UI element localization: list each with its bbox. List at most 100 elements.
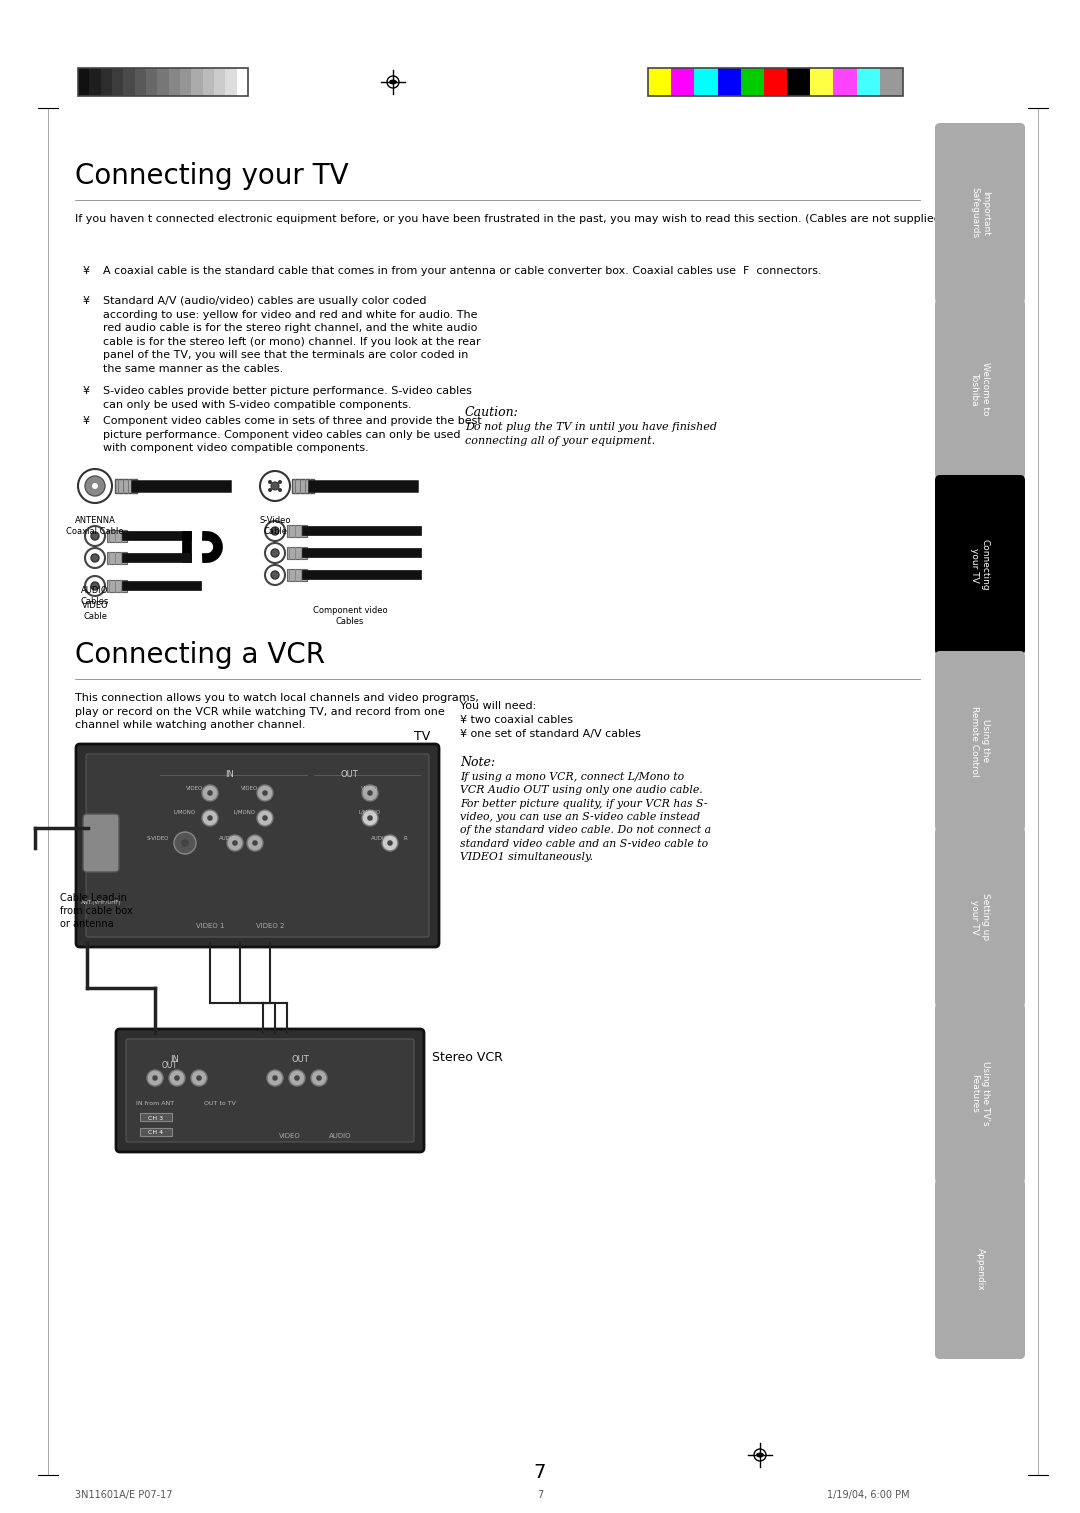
Circle shape (311, 1070, 327, 1086)
Circle shape (202, 785, 218, 800)
Text: Using the TV's
Features: Using the TV's Features (970, 1061, 989, 1126)
Bar (834, 68, 856, 95)
Bar (287, 569, 307, 581)
Text: Note:: Note: (460, 756, 495, 769)
Circle shape (316, 1076, 322, 1080)
Bar (78, 68, 90, 95)
Ellipse shape (756, 1452, 764, 1457)
Circle shape (382, 835, 399, 850)
Bar (717, 68, 741, 95)
Circle shape (85, 527, 105, 546)
Text: CH 4: CH 4 (148, 1130, 163, 1135)
Bar (180, 68, 191, 95)
Circle shape (260, 471, 291, 501)
Text: ¥: ¥ (83, 386, 90, 396)
Circle shape (257, 785, 273, 800)
Text: 7: 7 (537, 1490, 543, 1499)
Circle shape (262, 790, 268, 796)
FancyBboxPatch shape (116, 1029, 424, 1151)
Circle shape (85, 548, 105, 567)
Circle shape (278, 489, 282, 492)
Circle shape (367, 790, 373, 796)
FancyBboxPatch shape (126, 1039, 414, 1142)
Text: R: R (403, 837, 407, 841)
Bar (287, 548, 307, 558)
Circle shape (232, 840, 238, 846)
Text: Important
Safeguards: Important Safeguards (970, 188, 989, 239)
Circle shape (267, 1070, 283, 1086)
FancyBboxPatch shape (935, 651, 1025, 831)
Circle shape (207, 816, 213, 820)
Text: Using the
Remote Control: Using the Remote Control (970, 705, 989, 776)
Text: ¥ two coaxial cables: ¥ two coaxial cables (460, 716, 573, 725)
Circle shape (91, 533, 99, 540)
Text: ¥: ¥ (83, 416, 90, 427)
Circle shape (362, 809, 378, 826)
FancyBboxPatch shape (935, 475, 1025, 655)
Bar (648, 68, 671, 95)
Text: VIDEO: VIDEO (362, 785, 379, 791)
Circle shape (85, 576, 105, 596)
Bar (880, 68, 903, 95)
Circle shape (294, 1076, 300, 1080)
Bar (226, 68, 237, 95)
Bar (112, 68, 123, 95)
Bar (191, 68, 203, 95)
Text: Connecting your TV: Connecting your TV (75, 162, 349, 191)
Circle shape (362, 785, 378, 800)
Bar (140, 1114, 172, 1121)
Text: Do not plug the TV in until you have finished
connecting all of your equipment.: Do not plug the TV in until you have fin… (465, 422, 717, 446)
Text: Connecting a VCR: Connecting a VCR (75, 642, 325, 669)
Circle shape (152, 1076, 158, 1080)
Circle shape (174, 832, 195, 853)
Circle shape (174, 1076, 179, 1080)
Bar (107, 552, 127, 564)
Circle shape (278, 480, 282, 484)
Circle shape (272, 1076, 278, 1080)
Circle shape (271, 527, 279, 536)
Bar (135, 68, 146, 95)
Text: VIDEO 2: VIDEO 2 (256, 923, 284, 929)
Text: ¥ one set of standard A/V cables: ¥ one set of standard A/V cables (460, 729, 640, 738)
Circle shape (91, 554, 99, 561)
Text: L/MONO: L/MONO (234, 809, 256, 816)
Circle shape (207, 790, 213, 796)
Circle shape (181, 840, 189, 847)
Text: ¥: ¥ (83, 297, 90, 306)
Circle shape (271, 483, 279, 490)
FancyBboxPatch shape (76, 744, 438, 947)
FancyBboxPatch shape (935, 300, 1025, 480)
Circle shape (253, 840, 258, 846)
Text: Component video cables come in sets of three and provide the best
picture perfor: Component video cables come in sets of t… (103, 416, 482, 454)
Text: 1/19/04, 6:00 PM: 1/19/04, 6:00 PM (827, 1490, 910, 1499)
Bar (90, 68, 100, 95)
Bar (741, 68, 764, 95)
Text: Standard A/V (audio/video) cables are usually color coded
according to use: yell: Standard A/V (audio/video) cables are us… (103, 297, 481, 374)
Text: If using a mono VCR, connect L/Mono to
VCR Audio OUT using only one audio cable.: If using a mono VCR, connect L/Mono to V… (460, 772, 711, 862)
Text: ANTENNA
Coaxial Cable: ANTENNA Coaxial Cable (66, 516, 124, 536)
Text: Welcome to
Toshiba: Welcome to Toshiba (970, 362, 989, 416)
Text: VIDEO
Cable: VIDEO Cable (82, 601, 108, 622)
Circle shape (268, 480, 272, 484)
Bar (100, 68, 112, 95)
Circle shape (367, 816, 373, 820)
Text: IN: IN (171, 1055, 179, 1064)
Circle shape (147, 1070, 163, 1086)
FancyBboxPatch shape (86, 753, 429, 937)
Text: Appendix: Appendix (975, 1248, 985, 1291)
Bar (114, 480, 137, 493)
Bar (648, 68, 903, 95)
Text: OUT: OUT (292, 1055, 309, 1064)
Bar (203, 68, 214, 95)
Text: OUT: OUT (162, 1061, 178, 1070)
Text: L/MONO: L/MONO (174, 809, 197, 816)
Bar (146, 68, 158, 95)
Text: L/MONO: L/MONO (359, 809, 381, 816)
Text: VIDEO: VIDEO (241, 785, 258, 791)
Circle shape (289, 1070, 305, 1086)
Circle shape (271, 549, 279, 557)
Circle shape (262, 816, 268, 820)
Circle shape (265, 543, 285, 563)
Text: Cable Lead-in
from cable box
or antenna: Cable Lead-in from cable box or antenna (60, 893, 133, 929)
Circle shape (197, 1076, 202, 1080)
